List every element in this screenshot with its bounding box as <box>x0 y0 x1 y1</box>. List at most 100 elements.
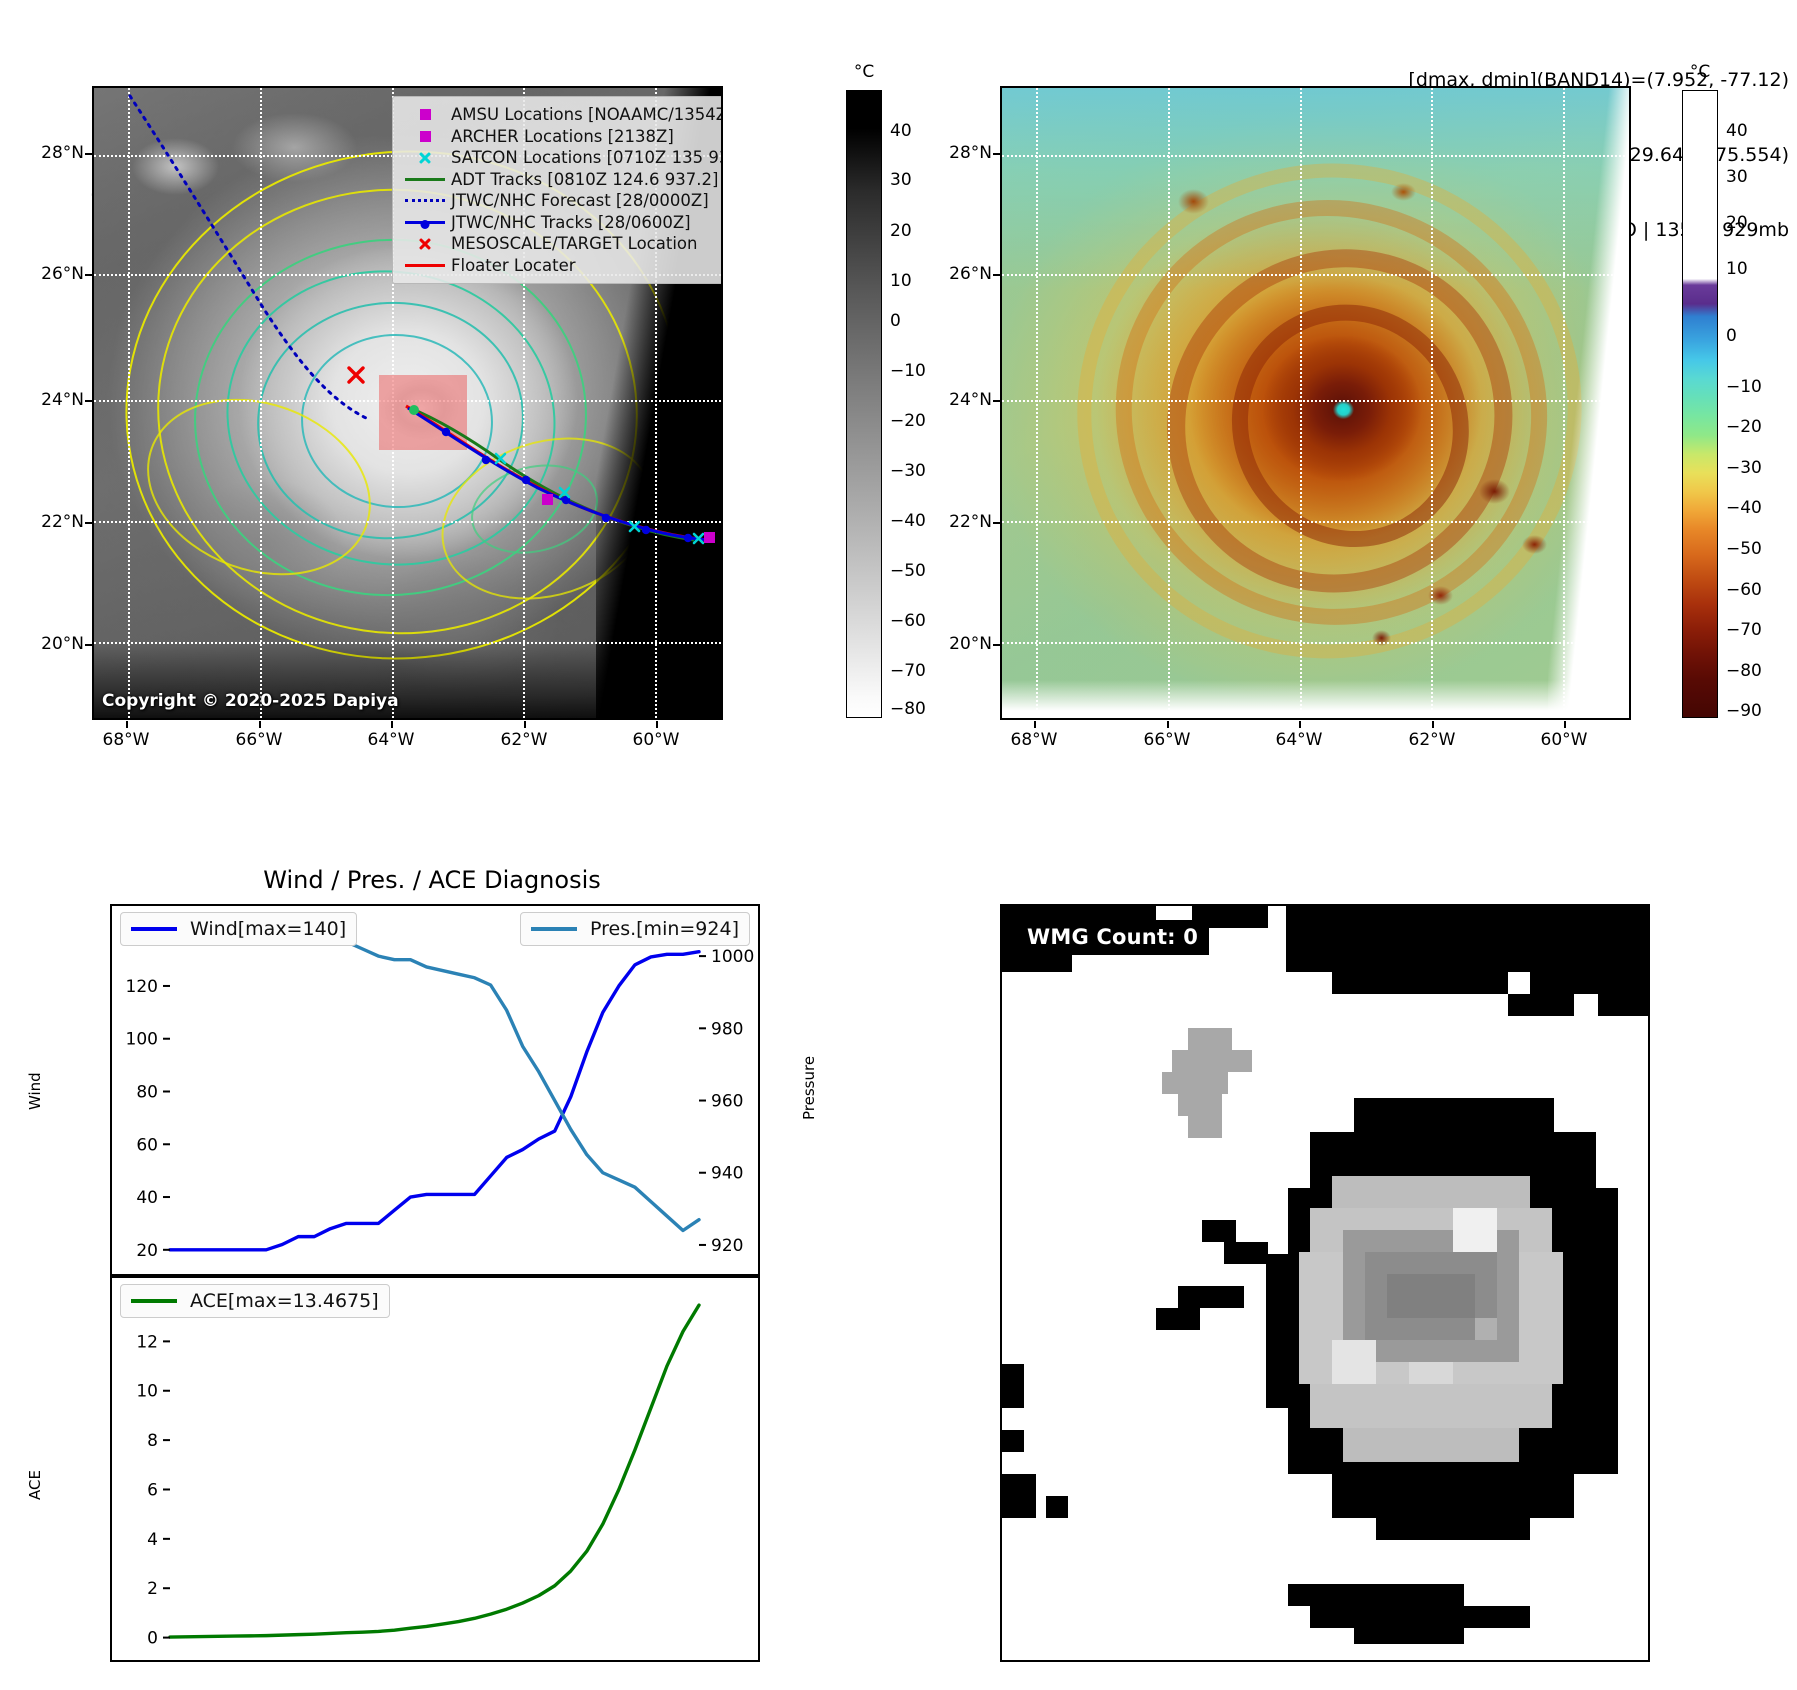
ir-colorbar-tick: 0 <box>890 311 901 331</box>
wmg-count-badge: WMG Count: 0 <box>1018 920 1210 955</box>
legend-item: JTWC/NHC Tracks [28/0600Z] <box>399 212 718 234</box>
ir-satellite-image: AMSU Locations [NOAAMC/1354Z 40 1003] AR… <box>94 88 721 718</box>
archer-square-icon <box>399 130 451 142</box>
svg-text:60: 60 <box>136 1135 158 1155</box>
legend-item: JTWC/NHC Forecast [28/0000Z] <box>399 190 718 212</box>
ace-legend: ACE[max=13.4675] <box>120 1284 390 1318</box>
svg-text:12: 12 <box>136 1332 158 1352</box>
legend-item: ARCHER Locations [2138Z] <box>399 126 718 148</box>
legend-item: MESOSCALE/TARGET Location <box>399 233 718 255</box>
legend-label: JTWC/NHC Tracks [28/0600Z] <box>451 212 691 232</box>
awv-colorbar-tick: −30 <box>1726 458 1762 478</box>
awv-colorbar-tick: −70 <box>1726 620 1762 640</box>
ir-lat-tick: 24°N <box>41 390 84 410</box>
ir-colorbar-tick: −20 <box>890 411 926 431</box>
awv-colorbar-tick: −90 <box>1726 701 1762 721</box>
jtwc-track-line-icon <box>399 220 451 224</box>
svg-text:940: 940 <box>711 1164 743 1184</box>
ir-lon-tick: 62°W <box>500 730 548 750</box>
legend-item: SATCON Locations [0710Z 135 931] <box>399 147 721 169</box>
awv-colorbar-tick: −40 <box>1726 498 1762 518</box>
svg-text:980: 980 <box>711 1019 743 1039</box>
awv-colorbar-title: °C <box>1689 62 1711 82</box>
legend-item: AMSU Locations [NOAAMC/1354Z 40 1003] <box>399 104 721 126</box>
svg-text:920: 920 <box>711 1236 743 1256</box>
ir-lat-tick: 28°N <box>41 143 84 163</box>
awv-panel[interactable] <box>1000 86 1631 720</box>
ir-lat-tick: 22°N <box>41 512 84 532</box>
svg-text:6: 6 <box>147 1480 158 1500</box>
awv-colorbar-tick: 40 <box>1726 121 1748 141</box>
ir-colorbar-tick: −80 <box>890 699 926 719</box>
mesoscale-x-icon <box>399 237 451 251</box>
forecast-dotted-line-icon <box>399 199 451 203</box>
awv-colorbar-tick: 30 <box>1726 167 1748 187</box>
ir-lat-tick: 26°N <box>41 264 84 284</box>
ir-lon-tick: 64°W <box>367 730 415 750</box>
legend-label: SATCON Locations [0710Z 135 931] <box>451 148 723 168</box>
floater-line-icon <box>399 263 451 267</box>
storm-track-overlay <box>128 94 715 545</box>
awv-colorbar-tick: −80 <box>1726 661 1762 681</box>
svg-text:40: 40 <box>136 1188 158 1208</box>
svg-text:960: 960 <box>711 1092 743 1112</box>
wind-legend-label: Wind[max=140] <box>190 918 347 940</box>
ir-colorbar-tick: 30 <box>890 170 912 190</box>
pressure-legend: Pres.[min=924] <box>520 912 750 946</box>
svg-text:0: 0 <box>147 1629 158 1649</box>
wind-pressure-plot: 204060801001201409209409609801000 <box>126 924 755 1261</box>
awv-lon-tick: 64°W <box>1275 730 1323 750</box>
adt-line-icon <box>399 177 451 181</box>
awv-colorbar-tick: −20 <box>1726 417 1762 437</box>
awv-lon-tick: 60°W <box>1540 730 1588 750</box>
legend-label: JTWC/NHC Forecast [28/0000Z] <box>451 191 709 211</box>
ace-axis-label: ACE <box>26 1470 44 1500</box>
awv-lat-tick: 28°N <box>949 143 992 163</box>
ace-line-icon <box>131 1299 177 1303</box>
awv-colorbar-tick: 10 <box>1726 259 1748 279</box>
svg-text:4: 4 <box>147 1530 158 1550</box>
ir-colorbar <box>846 90 882 718</box>
ir-colorbar-tick: −30 <box>890 461 926 481</box>
ir-colorbar-tick: 20 <box>890 221 912 241</box>
ir-colorbar-tick: 10 <box>890 271 912 291</box>
awv-satellite-image <box>1002 88 1629 718</box>
legend-label: ARCHER Locations [2138Z] <box>451 126 674 146</box>
ir-colorbar-tick: −40 <box>890 511 926 531</box>
awv-colorbar-tick: 0 <box>1726 326 1737 346</box>
awv-colorbar <box>1682 90 1718 718</box>
legend-label: Floater Locater <box>451 255 576 275</box>
stat-band14: [dmax, dmin](BAND14)=(7.952, -77.12) <box>1408 69 1789 91</box>
copyright-notice: Copyright © 2020-2025 Dapiya <box>102 691 399 711</box>
svg-text:80: 80 <box>136 1083 158 1103</box>
ir-lon-tick: 60°W <box>632 730 680 750</box>
ir-mesoscale-panel[interactable]: AMSU Locations [NOAAMC/1354Z 40 1003] AR… <box>92 86 723 720</box>
ir-colorbar-tick: −70 <box>890 661 926 681</box>
awv-lat-tick: 24°N <box>949 390 992 410</box>
awv-lon-tick: 66°W <box>1143 730 1191 750</box>
legend-item: Floater Locater <box>399 255 718 277</box>
legend-label: MESOSCALE/TARGET Location <box>451 234 698 254</box>
svg-text:2: 2 <box>147 1579 158 1599</box>
ir-colorbar-tick: 40 <box>890 121 912 141</box>
wind-pressure-chart[interactable]: 204060801001201409209409609801000 Wind[m… <box>110 904 760 1276</box>
ir-colorbar-tick: −10 <box>890 361 926 381</box>
pressure-line-icon <box>531 927 577 931</box>
svg-text:1000: 1000 <box>711 947 754 967</box>
ace-plot: 02468101214 <box>136 1283 701 1649</box>
wmg-panel[interactable]: WMG Count: 0 <box>1000 904 1650 1662</box>
awv-lon-tick: 62°W <box>1408 730 1456 750</box>
wind-legend: Wind[max=140] <box>120 912 358 946</box>
awv-colorbar-tick: −60 <box>1726 580 1762 600</box>
awv-colorbar-tick: −50 <box>1726 539 1762 559</box>
awv-colorbar-tick: 20 <box>1726 213 1748 233</box>
ace-legend-label: ACE[max=13.4675] <box>190 1290 379 1312</box>
ir-lon-tick: 68°W <box>102 730 150 750</box>
awv-colorbar-tick: −10 <box>1726 377 1762 397</box>
amsu-square-icon <box>399 109 451 121</box>
wind-axis-label: Wind <box>26 1072 44 1110</box>
ace-chart[interactable]: 02468101214 ACE[max=13.4675] <box>110 1276 760 1662</box>
svg-text:8: 8 <box>147 1431 158 1451</box>
ir-colorbar-title: °C <box>853 62 875 82</box>
awv-lat-tick: 20°N <box>949 634 992 654</box>
